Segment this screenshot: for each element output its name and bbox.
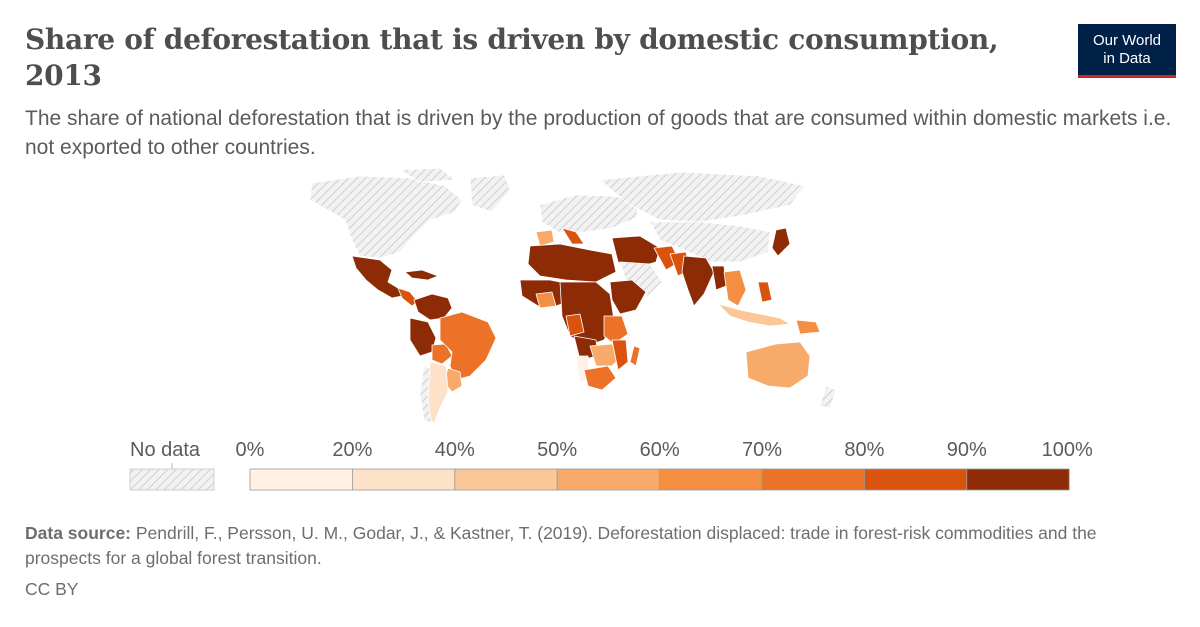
region-congo-coast[interactable] (565, 313, 585, 337)
legend-tick-label: 100% (1041, 439, 1093, 461)
region-indonesia[interactable] (717, 303, 791, 327)
legend-bin[interactable] (454, 468, 558, 491)
legend-tick-label: 60% (639, 439, 680, 461)
region-caribbean[interactable] (404, 269, 439, 281)
legend-bin[interactable] (249, 468, 353, 491)
legend-tick-label: 70% (741, 439, 783, 461)
region-north-africa[interactable] (527, 243, 617, 283)
region-north-america[interactable] (309, 175, 463, 259)
data-source: Data source: Pendrill, F., Persson, U. M… (25, 521, 1175, 571)
region-middle-east[interactable] (611, 235, 661, 269)
region-japan[interactable] (771, 227, 791, 257)
legend-tick-label: 20% (332, 439, 373, 461)
legend-nodata-swatch (129, 468, 215, 491)
region-mexico[interactable] (351, 255, 403, 299)
legend-bin[interactable] (659, 468, 763, 491)
region-brazil[interactable] (439, 311, 497, 381)
region-chile-south[interactable] (419, 365, 433, 425)
source-text: Pendrill, F., Persson, U. M., Godar, J.,… (25, 523, 1097, 568)
region-colombia-venezuela[interactable] (413, 293, 453, 321)
license[interactable]: CC BY (25, 579, 79, 599)
region-new-zealand[interactable] (819, 385, 837, 409)
legend-tick-label: 90% (946, 439, 987, 461)
legend-nodata-label: No data (130, 439, 201, 461)
region-myanmar[interactable] (711, 265, 727, 291)
region-australia[interactable] (745, 341, 811, 389)
region-canada-islands[interactable] (399, 167, 456, 183)
region-philippines[interactable] (757, 281, 773, 303)
region-south-africa[interactable] (583, 365, 617, 391)
legend-color-scale (249, 468, 1070, 491)
chart-title: Share of deforestation that is driven by… (25, 23, 999, 92)
region-indochina[interactable] (723, 269, 747, 307)
region-central-asia[interactable] (649, 221, 771, 263)
legend-tick-label: 0% (235, 439, 265, 461)
legend-bin[interactable] (966, 468, 1070, 491)
legend-bin[interactable] (761, 468, 865, 491)
legend-bin[interactable] (351, 468, 456, 491)
region-east-africa[interactable] (603, 315, 629, 345)
source-label: Data source: (25, 523, 132, 543)
region-iberia[interactable] (535, 229, 555, 247)
region-greenland[interactable] (469, 174, 511, 213)
chart-subtitle: The share of national deforestation that… (25, 107, 1172, 159)
region-mozambique[interactable] (611, 339, 629, 371)
owid-logo[interactable]: Our World in Data (1078, 24, 1176, 78)
region-png[interactable] (795, 319, 821, 335)
logo-line1: Our World (1092, 32, 1162, 49)
legend-bin[interactable] (556, 468, 661, 491)
legend-tick-label: 50% (537, 439, 578, 461)
legend-bin[interactable] (864, 468, 968, 491)
region-madagascar[interactable] (629, 345, 641, 367)
logo-line2: in Data (1103, 50, 1151, 67)
region-russia[interactable] (599, 171, 806, 223)
region-horn-africa[interactable] (609, 279, 647, 315)
legend-tick-label: 40% (434, 439, 475, 461)
region-india[interactable] (681, 255, 715, 307)
legend-tick-label: 80% (844, 439, 885, 461)
region-europe[interactable] (539, 194, 641, 233)
region-italy-balkans[interactable] (561, 227, 585, 245)
region-gulf-of-guinea[interactable] (535, 291, 557, 309)
